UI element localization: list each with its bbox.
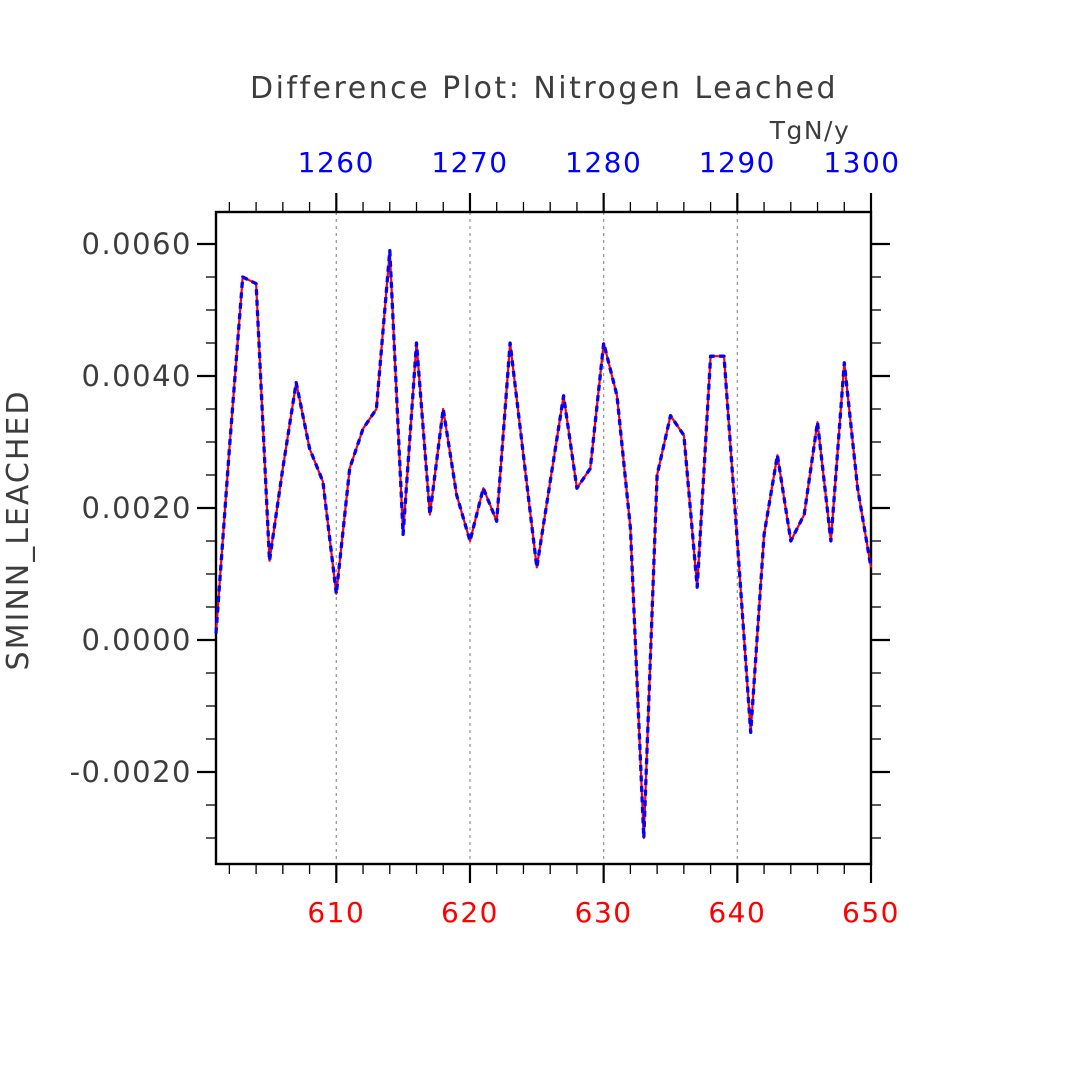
top-tick-label-1260: 1260 [298,146,375,179]
left-tick-label-0.0000: 0.0000 [82,623,192,657]
top-axis-unit-label: TgN/y [769,116,851,145]
left-tick-label-0.0060: 0.0060 [82,227,192,261]
bottom-tick-label-630: 630 [575,896,633,929]
left-tick-label--0.0020: -0.0020 [70,755,192,789]
top-tick-label-1280: 1280 [565,146,642,179]
top-tick-label-1300: 1300 [823,146,900,179]
top-tick-label-1290: 1290 [699,146,776,179]
top-tick-label-1270: 1270 [431,146,508,179]
bottom-tick-label-610: 610 [307,896,365,929]
bottom-tick-label-640: 640 [708,896,766,929]
series-red-solid-line [214,249,873,840]
left-tick-label-0.0020: 0.0020 [82,491,192,525]
vertical-gridlines [335,212,738,864]
left-tick-label-0.0040: 0.0040 [82,359,192,393]
y-axis-label: SMINN_LEACHED [1,390,36,671]
bottom-tick-label-620: 620 [441,896,499,929]
series-blue-dashed-line [214,248,873,840]
chart-title: Difference Plot: Nitrogen Leached [250,71,838,106]
plot-frame [214,210,873,866]
axis-ticks [197,193,890,883]
axis-tick-labels: 1260 1270 1280 1290 1300 610 620 630 640 650 0.006… [70,146,900,929]
bottom-tick-label-650: 650 [842,896,900,929]
